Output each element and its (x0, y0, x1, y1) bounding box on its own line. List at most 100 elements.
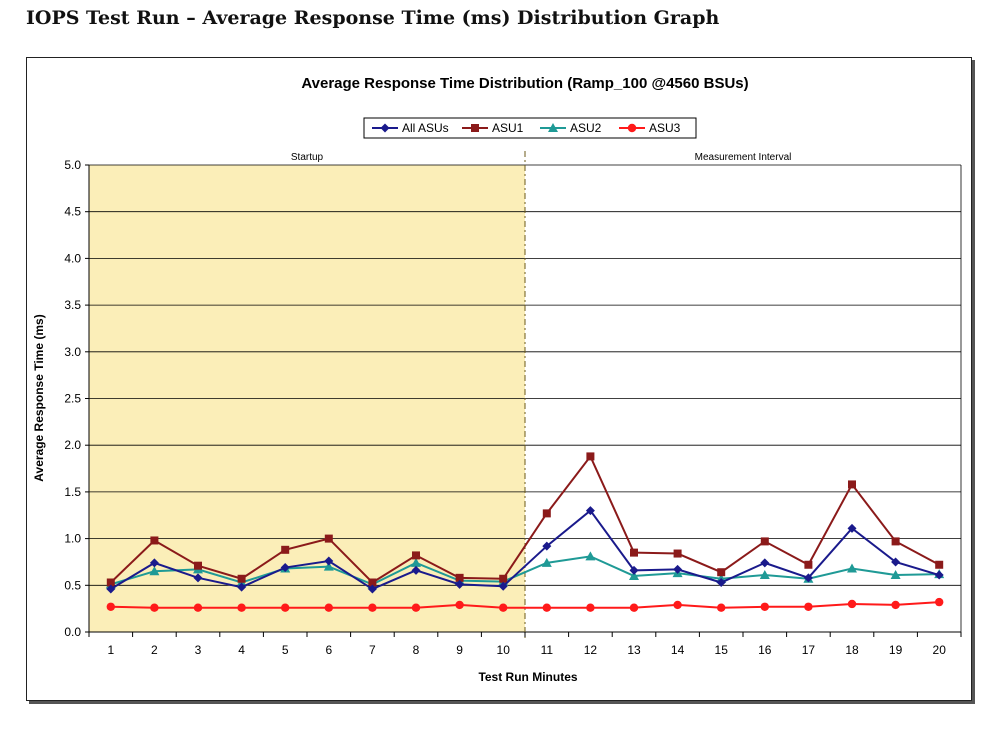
point-asu2 (411, 557, 421, 567)
point-asu1 (412, 551, 420, 560)
y-tick-label: 4.5 (64, 205, 81, 219)
point-asu1 (455, 573, 464, 582)
x-tick-label: 16 (758, 643, 772, 657)
y-tick-label: 1.0 (64, 532, 81, 546)
point-asu3 (324, 603, 333, 612)
x-tick-label: 15 (715, 643, 729, 657)
plot-area: Startup Measurement Interval 0.0 0.5 1.0 1.5 2… (64, 151, 962, 657)
y-tick-label: 2.5 (64, 392, 81, 406)
point-all-asus (847, 523, 857, 533)
point-asu1 (324, 534, 333, 543)
point-all-asus (585, 506, 595, 516)
point-asu3 (891, 600, 900, 610)
point-asu3 (237, 603, 246, 612)
y-axis-title: Average Response Time (ms) (32, 314, 46, 481)
point-asu3 (629, 603, 639, 612)
legend-marker (471, 124, 479, 132)
point-asu1 (106, 578, 115, 587)
x-tick-label: 9 (456, 643, 463, 657)
y-tick-label: 0.0 (64, 625, 81, 639)
x-tick-label: 8 (413, 643, 420, 657)
point-all-asus (498, 581, 508, 591)
series-line-all-asus (110, 509, 940, 591)
point-all-asus (237, 582, 247, 592)
point-asu3 (760, 602, 769, 611)
x-tick-label: 5 (282, 643, 289, 657)
point-asu3 (281, 603, 290, 612)
point-all-asus (106, 584, 116, 594)
point-all-asus (280, 563, 290, 573)
point-all-asus (324, 556, 334, 566)
point-asu3 (847, 599, 857, 609)
x-tick-label: 4 (238, 643, 245, 657)
y-tick-label: 2.0 (64, 438, 81, 452)
series-line-asu2 (110, 555, 940, 586)
legend-marker (380, 123, 390, 133)
point-all-asus (629, 565, 639, 575)
point-asu1 (717, 568, 726, 577)
point-asu1 (848, 480, 856, 489)
y-tick-label: 5.0 (64, 158, 81, 172)
point-asu1 (542, 509, 551, 518)
point-asu1 (368, 578, 377, 587)
legend-marker (627, 123, 637, 133)
x-tick-label: 12 (584, 643, 598, 657)
point-asu1 (237, 574, 246, 583)
point-all-asus (542, 541, 552, 551)
legend-box (363, 117, 697, 139)
legend-label: ASU3 (649, 121, 681, 135)
y-tick-label: 4.0 (64, 251, 81, 265)
point-all-asus (455, 579, 465, 589)
legend-label: ASU1 (492, 121, 524, 135)
point-asu3 (150, 603, 159, 612)
y-tick-label: 3.0 (64, 345, 81, 359)
point-asu2 (759, 570, 770, 580)
series-line-asu3 (110, 601, 940, 609)
x-tick-label: 6 (325, 643, 332, 657)
x-tick-label: 13 (627, 643, 641, 657)
point-asu1 (499, 574, 508, 583)
point-asu1 (891, 537, 900, 546)
point-asu3 (455, 600, 464, 610)
y-tick-label: 0.5 (64, 578, 81, 592)
y-tick-label: 3.5 (64, 298, 81, 312)
point-asu1 (150, 536, 159, 545)
point-asu2 (629, 570, 639, 580)
point-asu3 (499, 603, 508, 612)
point-all-asus (760, 558, 770, 568)
x-tick-label: 20 (933, 643, 947, 657)
point-asu1 (194, 561, 202, 570)
point-all-asus (891, 557, 901, 567)
legend-marker (548, 123, 558, 132)
x-tick-label: 1 (107, 643, 114, 657)
x-tick-label: 14 (671, 643, 685, 657)
point-asu3 (106, 602, 116, 611)
x-tick-label: 10 (497, 643, 511, 657)
point-asu3 (586, 603, 595, 612)
point-asu3 (717, 603, 726, 612)
x-axis-title: Test Run Minutes (478, 670, 577, 684)
chart-frame: Average Response Time Distribution (Ramp… (26, 57, 972, 701)
point-asu2 (890, 570, 901, 580)
point-asu3 (411, 603, 421, 612)
x-tick-label: 7 (369, 643, 376, 657)
x-tick-label: 11 (541, 643, 554, 657)
point-asu3 (804, 602, 813, 611)
y-tick-label: 1.5 (64, 485, 81, 499)
point-asu1 (804, 560, 813, 569)
point-all-asus (411, 565, 421, 575)
point-asu3 (542, 603, 551, 612)
point-asu3 (193, 603, 203, 612)
point-asu2 (149, 566, 160, 576)
x-tick-label: 3 (195, 643, 202, 657)
x-tick-label: 2 (151, 643, 158, 657)
page-heading: IOPS Test Run – Average Response Time (m… (26, 7, 720, 29)
point-all-asus (673, 564, 683, 574)
point-asu2 (323, 561, 334, 571)
point-all-asus (716, 577, 726, 587)
point-all-asus (934, 570, 944, 580)
x-tick-label: 17 (802, 643, 816, 657)
point-all-asus (803, 573, 813, 583)
point-all-asus (149, 558, 159, 568)
chart-title: Average Response Time Distribution (Ramp… (301, 75, 748, 92)
